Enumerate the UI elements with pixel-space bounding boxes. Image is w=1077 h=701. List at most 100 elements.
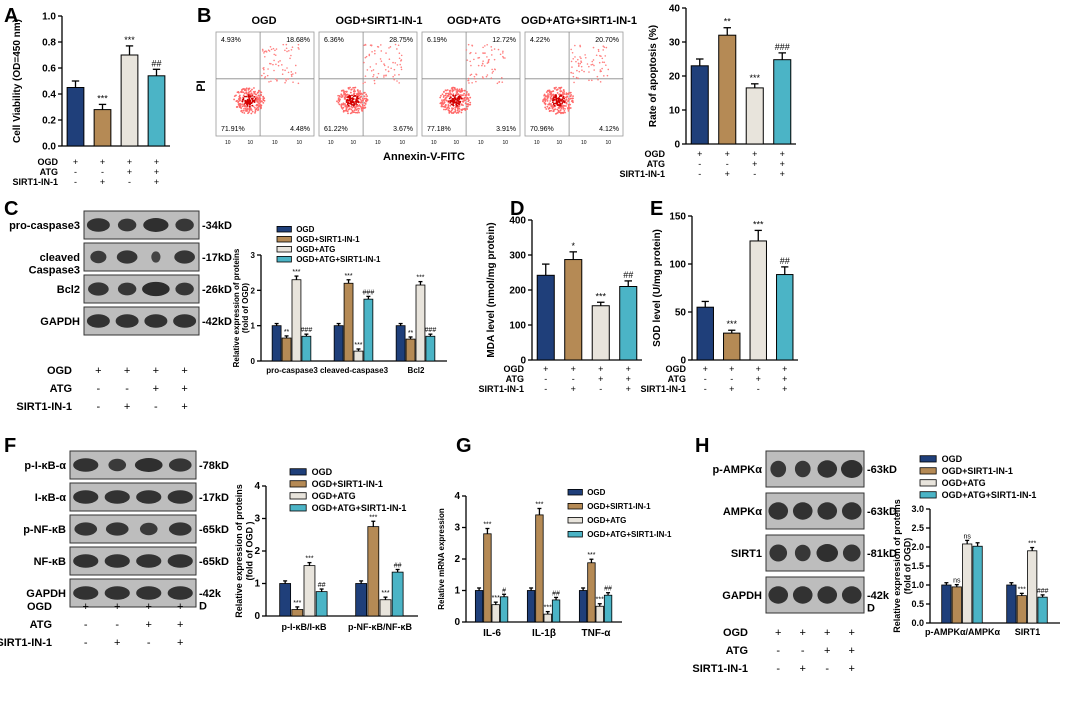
cell-dot [458,90,460,93]
category-label: p-I-κB/I-κB [281,622,327,632]
cell-dot [354,101,357,103]
quadrant-lr: 3.67% [393,126,413,133]
cell-dot [501,81,504,83]
treatment-sign: - [115,619,119,631]
cell-dot [452,98,455,100]
treatment-sign: + [729,384,734,394]
cell-dot [396,48,398,50]
cell-dot [572,97,574,100]
cell-dot [370,70,373,72]
cell-dot [383,76,385,78]
flow-x-label: Annexin-V-FITC [383,151,465,163]
treatment-sign: + [775,627,781,639]
cell-dot [365,93,368,96]
legend-label: OGD+ATG+SIRT1-IN-1 [312,503,407,513]
cell-dot [475,73,477,75]
flow-y-label: PI [194,80,208,91]
cell-dot [500,77,503,79]
cell-dot [550,97,553,100]
treatment-sign: + [146,601,152,613]
treatment-label-OGD: OGD [723,627,748,639]
cell-dot [548,102,551,105]
treatment-sign: + [181,401,187,413]
cell-dot [446,100,449,102]
cell-dot [553,98,556,101]
cell-dot [466,103,469,106]
cell-dot [470,73,473,76]
treatment-sign: - [154,401,158,413]
cell-dot [552,90,555,93]
quadrant-ul: 6.36% [324,37,344,44]
cell-dot [340,105,343,108]
cell-dot [400,66,403,69]
cell-dot [248,107,251,110]
cell-dot [455,106,457,109]
x-tick: 10 [478,140,484,146]
significance-label: *** [293,600,301,607]
treatment-label-SIRT1-IN-1: SIRT1-IN-1 [692,663,748,675]
cell-dot [558,97,561,100]
cell-dot [547,103,550,106]
y-tick-label: 2 [251,286,256,295]
cell-dot [555,94,557,96]
cell-dot [456,88,459,91]
cell-dot [338,94,341,97]
cell-dot [558,107,560,110]
cell-dot [360,107,363,109]
cell-dot [274,78,277,80]
cell-dot [467,43,470,46]
cell-dot [263,99,266,102]
cell-dot [242,97,245,100]
cell-dot [273,69,275,72]
cell-dot [400,54,403,57]
cell-dot [444,97,447,100]
cell-dot [586,63,589,65]
bar [93,109,112,147]
cell-dot [248,87,251,90]
treatment-sign: + [752,149,757,159]
cell-dot [369,44,372,47]
cell-dot [347,112,349,115]
cell-dot [569,107,572,109]
treatment-sign: + [543,364,548,374]
cell-dot [235,94,237,97]
treatment-sign: - [84,637,88,649]
y-axis-label: Relative mRNA expression [437,508,446,610]
quadrant-ur: 12.72% [492,37,516,44]
cell-dot [544,100,547,103]
cell-dot [482,46,484,49]
significance-label: ** [284,329,290,336]
blot-band [770,460,787,478]
quadrant-ll: 70.96% [530,126,554,133]
blot-band [768,586,789,604]
cell-dot [451,107,453,109]
cell-dot [469,74,472,76]
y-tick-label: 0.5 [911,599,924,609]
bar [536,274,555,361]
cell-dot [553,104,556,107]
cell-dot [460,103,463,106]
blot-band [136,490,162,504]
treatment-sign: - [825,663,829,675]
treatment-sign: + [114,601,120,613]
cell-dot [363,95,366,98]
treatment-sign: + [729,364,734,374]
treatment-sign: + [177,619,183,631]
cell-dot [467,77,470,80]
significance-label: ## [604,586,612,593]
treatment-sign: + [153,383,159,395]
treatment-sign: - [704,374,707,384]
cell-dot [486,56,488,58]
treatment-sign: - [147,637,151,649]
blot-label: I-κB-α [35,492,66,504]
cell-dot [467,94,470,96]
cell-dot [604,55,607,57]
cell-dot [255,103,258,106]
cell-dot [253,87,255,89]
treatment-sign: + [154,167,159,177]
cell-dot [460,111,463,114]
cell-dot [599,81,602,83]
significance-label: *** [97,93,108,103]
x-tick: 10 [431,140,437,146]
cell-dot [237,103,240,106]
